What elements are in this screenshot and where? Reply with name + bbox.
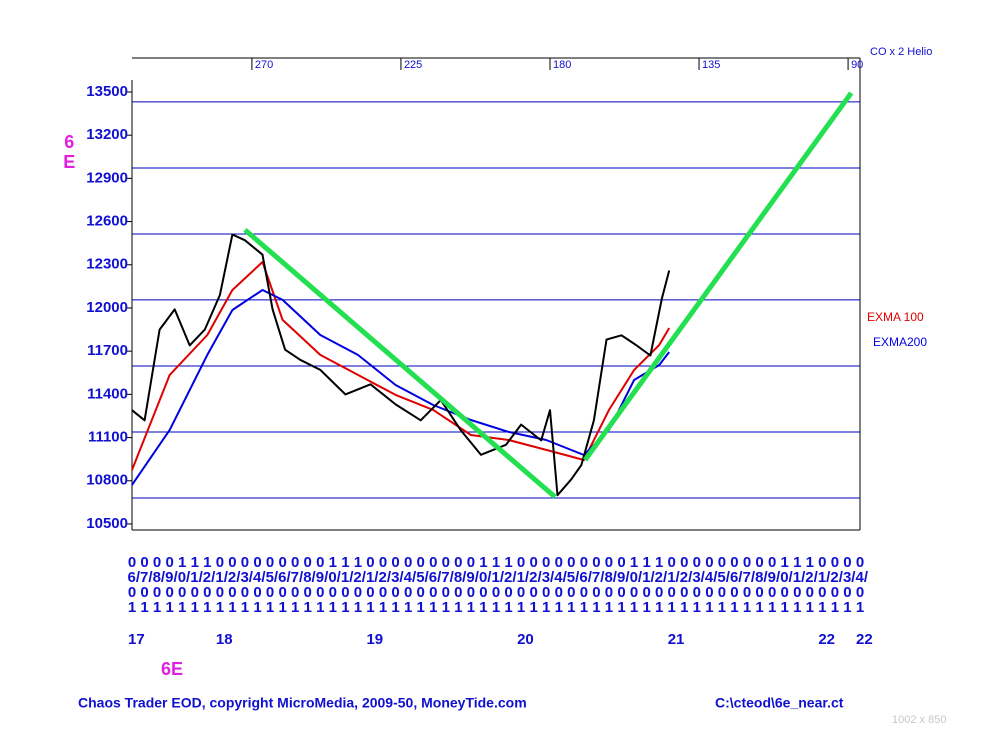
x-tick-label: 08/01	[453, 554, 467, 616]
x-tick-label: 07/01	[591, 554, 605, 616]
year-label: 18	[216, 631, 233, 648]
x-tick-label: 12/01	[353, 554, 366, 616]
x-tick-label: 11/01	[642, 554, 655, 616]
x-tick-label: 10/01	[478, 554, 492, 616]
x-tick-label: 11/01	[190, 554, 203, 616]
year-label: 19	[366, 631, 383, 648]
x-tick-label: 09/01	[466, 554, 479, 616]
ma-line	[131, 261, 671, 471]
x-tick-label: 01/01	[215, 554, 228, 616]
x2-tick-label: 90	[851, 59, 863, 71]
x-tick-label: 06/01	[127, 554, 141, 616]
x-tick-label: 10/01	[177, 554, 191, 616]
x-tick-label: 02/01	[679, 554, 693, 616]
x-tick-label: 12/01	[504, 554, 517, 616]
x-tick-label: 08/01	[604, 554, 617, 616]
x-tick-label: 09/01	[165, 554, 178, 616]
legend-label: EXMA200	[873, 335, 927, 349]
y-tick-label: 11100	[88, 429, 128, 446]
x-tick-label: 12/01	[202, 554, 216, 616]
y-tick-label: 10800	[86, 472, 128, 489]
x2-tick-label: 180	[553, 59, 571, 71]
x2-tick-label: 135	[702, 59, 720, 71]
x-tick-label: 04/01	[253, 554, 266, 616]
x-tick-label: 10/01	[629, 554, 643, 616]
x-tick-label: 08/01	[152, 554, 166, 616]
x-tick-label: 01/01	[667, 554, 680, 616]
x-tick-label: 05/01	[717, 554, 730, 616]
x-tick-label: 09/01	[617, 554, 630, 616]
y-tick-label: 12600	[86, 213, 128, 230]
year-label: 22	[856, 631, 873, 648]
price-line	[131, 233, 671, 497]
x-tick-label: 01/01	[365, 554, 379, 616]
x-tick-label: 07/01	[290, 554, 304, 616]
x-tick-label: 02/01	[529, 554, 542, 616]
y-tick-label: 13200	[86, 126, 128, 143]
symbol-vertical: 6E	[59, 132, 79, 172]
y-tick-label: 11400	[87, 385, 128, 402]
year-label: 21	[668, 631, 685, 648]
x-tick-label: 05/01	[416, 554, 429, 616]
x-tick-label: 12/01	[805, 554, 818, 616]
x-tick-label: 01/01	[516, 554, 530, 616]
x-tick-label: 11/01	[792, 554, 806, 616]
x2-tick-label: 270	[255, 59, 273, 71]
x-tick-label: 05/01	[566, 554, 580, 616]
trend-line	[243, 91, 854, 499]
legend-label: EXMA 100	[867, 310, 924, 324]
x-tick-label: 11/01	[491, 554, 505, 616]
x-tick-label: 03/01	[240, 554, 253, 616]
x-tick-label: 10/01	[328, 554, 341, 616]
x-tick-label: 06/01	[729, 554, 743, 616]
x-tick-label: 03/01	[842, 554, 856, 616]
year-label: 22	[818, 631, 835, 648]
x-tick-label: 09/01	[315, 554, 329, 616]
x-tick-label: 07/01	[441, 554, 454, 616]
x2-axis-label: CO x 2 Helio	[870, 46, 932, 58]
x-tick-label: 04/01	[403, 554, 417, 616]
footer-right: C:\cteod\6e_near.ct	[715, 695, 844, 711]
size-note: 1002 x 850	[892, 714, 946, 726]
year-label: 20	[517, 631, 534, 648]
year-label: 17	[128, 631, 145, 648]
x-tick-label: 12/01	[654, 554, 668, 616]
y-tick-label: 12300	[86, 256, 128, 273]
x-tick-label: 03/01	[391, 554, 404, 616]
x-tick-label: 06/01	[428, 554, 442, 616]
x-tick-label: 08/01	[303, 554, 316, 616]
x-tick-label: 02/01	[378, 554, 392, 616]
x-tick-label: 04/01	[704, 554, 718, 616]
symbol-label: 6E	[161, 659, 183, 679]
x-tick-label: 08/01	[755, 554, 768, 616]
x-tick-label: 03/01	[692, 554, 705, 616]
x-tick-label: 02/01	[830, 554, 843, 616]
x-tick-label: 02/01	[227, 554, 241, 616]
x-tick-label: 04/01	[855, 554, 869, 616]
x-tick-label: 01/01	[817, 554, 831, 616]
x-tick-label: 06/01	[278, 554, 291, 616]
x-tick-label: 11/01	[340, 554, 354, 616]
y-tick-label: 10500	[86, 515, 128, 532]
y-tick-label: 13500	[86, 83, 128, 100]
y-tick-label: 11700	[87, 342, 128, 359]
x-tick-label: 07/01	[742, 554, 756, 616]
x-tick-label: 03/01	[541, 554, 555, 616]
y-tick-label: 12000	[86, 299, 128, 316]
x-tick-label: 09/01	[767, 554, 781, 616]
x-tick-label: 06/01	[579, 554, 592, 616]
y-tick-label: 12900	[86, 169, 128, 186]
footer-left: Chaos Trader EOD, copyright MicroMedia, …	[78, 695, 527, 711]
x-tick-label: 04/01	[554, 554, 567, 616]
x-tick-label: 05/01	[265, 554, 279, 616]
x2-tick-label: 225	[404, 59, 422, 71]
x-tick-label: 10/01	[780, 554, 793, 616]
x-tick-label: 07/01	[140, 554, 153, 616]
